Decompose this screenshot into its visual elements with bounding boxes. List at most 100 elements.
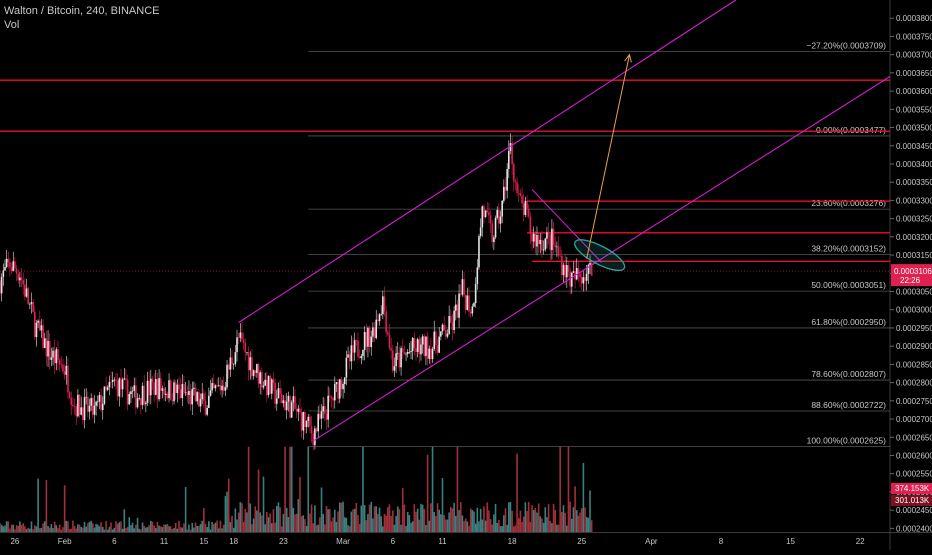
volume-bar [254, 506, 257, 532]
candle-body [373, 327, 376, 339]
volume-bar [29, 528, 31, 532]
volume-bar [584, 507, 586, 532]
volume-bar [418, 519, 421, 532]
candle-body [585, 273, 588, 281]
volume-bar [34, 525, 36, 532]
price-axis[interactable]: 0.0003800 0.0003750 0.0003700 0.0003650 0.00… [890, 14, 932, 533]
candle-body [98, 394, 101, 402]
candle-body [232, 363, 235, 365]
volume-bar [304, 519, 306, 532]
candle-body [116, 380, 119, 397]
volume-bar [352, 509, 354, 532]
volume-bar [198, 525, 200, 532]
volume-bar [302, 515, 305, 532]
volume-bar [47, 525, 49, 532]
candle-body [454, 304, 457, 311]
volume-indicator-label[interactable]: Vol [4, 19, 20, 31]
volume-bar [526, 511, 528, 532]
volume-bar [264, 524, 266, 532]
candle-body [430, 348, 432, 360]
volume-bar [441, 478, 444, 532]
volume-bar [383, 513, 386, 532]
time-tick-label: 22 [856, 537, 865, 546]
candle-body [450, 316, 452, 323]
volume-bar [7, 521, 10, 532]
candle-body [549, 234, 552, 250]
volume-bar [231, 515, 233, 532]
volume-bar [22, 523, 25, 532]
volume-bar [269, 513, 271, 532]
candle-body [30, 302, 33, 304]
candle-body [294, 396, 296, 409]
candle-body [83, 397, 86, 421]
volume-bar [317, 524, 320, 532]
price-tick-label: 0.0003700 [896, 51, 932, 60]
candle-body [466, 295, 469, 310]
candle-body [464, 295, 467, 310]
candle-body [2, 270, 5, 278]
volume-bar [461, 515, 464, 532]
candle-body [212, 383, 215, 389]
volume-bar [101, 527, 104, 532]
volume-bar [138, 528, 141, 532]
candle-body [42, 325, 44, 348]
candle-body [391, 350, 394, 371]
volume-bar [60, 529, 63, 532]
volume-bar [499, 526, 502, 532]
volume-bar [140, 529, 142, 532]
candle-body [556, 246, 558, 248]
volume-bar [473, 511, 475, 532]
candle-body [271, 379, 273, 394]
candle-body [208, 395, 210, 408]
candle-body [499, 216, 502, 224]
horizontal-resistance-lines[interactable] [0, 79, 890, 272]
volume-bar [128, 517, 131, 532]
volume-bar [438, 509, 440, 532]
candle-body [77, 394, 79, 417]
volume-bar [164, 524, 167, 532]
candle-body [274, 382, 276, 404]
candle-body [428, 348, 431, 359]
candle-body [264, 379, 266, 386]
time-axis[interactable]: 26 Feb 6 11 15 18 23 Mar 6 11 18 25 Apr 8 15 22 [10, 537, 865, 546]
candle-body [242, 339, 245, 344]
volume-bar [57, 528, 59, 532]
candle-body [589, 262, 591, 265]
drawings-layer[interactable] [238, 0, 891, 442]
candle-body [536, 235, 538, 247]
candle-body [277, 388, 280, 399]
volume-bar [511, 510, 513, 532]
volume-bar [335, 521, 338, 532]
price-tick-label: 0.0002450 [896, 506, 932, 515]
volume-bar [55, 525, 58, 532]
candle-body [194, 387, 197, 402]
volume-bar [181, 527, 184, 532]
volume-bar [348, 526, 351, 532]
volume-bar [567, 446, 570, 532]
volume-bar [237, 512, 240, 532]
volume-bar [353, 508, 356, 532]
candle-body [53, 350, 56, 364]
volume-bar [378, 507, 381, 532]
candle-body [435, 331, 437, 346]
symbol-title[interactable]: Walton / Bitcoin, 240, BINANCE [4, 5, 160, 17]
volume-bar [212, 524, 215, 532]
volume-bar [330, 521, 333, 532]
volume-bar [141, 522, 144, 532]
candle-body [183, 384, 185, 393]
candle-body [52, 350, 54, 358]
volume-bar [463, 520, 465, 532]
candle-body [85, 396, 87, 398]
volume-bar [211, 522, 213, 532]
volume-bar [373, 506, 376, 532]
candle-body [4, 267, 6, 271]
candle-body [504, 186, 507, 191]
volume-bar [479, 508, 482, 532]
price-tick-label: 0.0003500 [896, 124, 932, 133]
volume-bar [275, 506, 278, 532]
candle-body [279, 388, 281, 395]
fib-level-label: 61.80%(0.0002950) [811, 317, 886, 327]
fibonacci-retracement[interactable]: −27.20%(0.0003709) 0.00%(0.0003477) 23.60%… [308, 40, 890, 447]
